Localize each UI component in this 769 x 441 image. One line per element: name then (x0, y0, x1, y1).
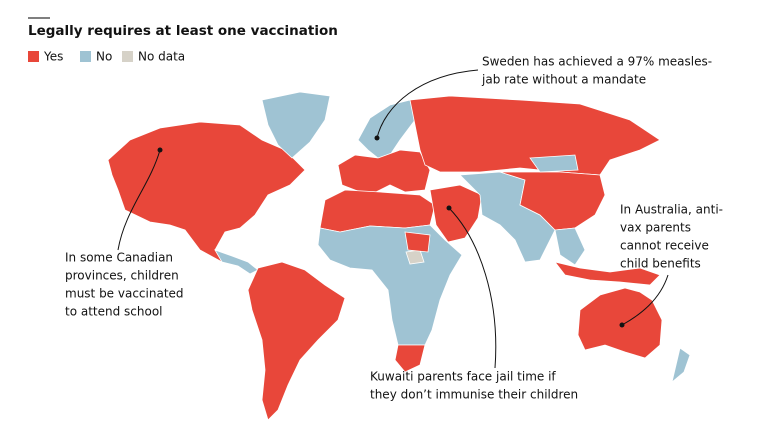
region (261, 91, 331, 159)
region (404, 231, 431, 253)
region (357, 99, 416, 159)
region (429, 184, 483, 243)
annotations: Sweden has achieved a 97% measles-jab ra… (65, 55, 723, 402)
annotation-line: cannot receive (620, 239, 709, 253)
leader-dot (374, 135, 380, 141)
region (554, 227, 586, 266)
annotation-line: In some Canadian (65, 251, 173, 265)
region (553, 261, 661, 286)
leader-dot (157, 147, 163, 153)
annotation-line: provinces, children (65, 269, 179, 283)
legend-label: Yes (43, 50, 63, 64)
legend: Yes No No data (28, 50, 185, 64)
region (529, 154, 579, 173)
leader-line (117, 149, 161, 251)
legend-label: No (96, 50, 112, 64)
annotation-line: child benefits (620, 257, 701, 271)
legend-swatch (80, 51, 91, 62)
annotation-line: must be vaccinated (65, 287, 184, 301)
region (319, 189, 436, 233)
leader-line (376, 69, 479, 139)
legend-swatch (122, 51, 133, 62)
legend-label: No data (138, 50, 185, 64)
leader-dot (619, 322, 625, 328)
annotation-line: Kuwaiti parents face jail time if (370, 370, 556, 384)
annotation-line: Sweden has achieved a 97% measles- (482, 55, 712, 69)
leader-dot (446, 205, 452, 211)
region (577, 287, 663, 359)
annotation-line: they don’t immunise their children (370, 388, 578, 402)
region (317, 224, 463, 346)
region (394, 344, 426, 373)
annotation-line: vax parents (620, 221, 691, 235)
annotation-line: In Australia, anti- (620, 203, 723, 217)
legend-swatch (28, 51, 39, 62)
world-map (107, 91, 691, 421)
leader-line (621, 274, 669, 326)
region (337, 149, 431, 196)
leader-line (448, 207, 497, 369)
annotation-line: jab rate without a mandate (481, 73, 646, 87)
annotation-line: to attend school (65, 305, 163, 319)
region (671, 347, 691, 384)
title: Legally requires at least one vaccinatio… (28, 23, 338, 39)
region (247, 261, 346, 421)
region (214, 249, 259, 275)
region (107, 121, 306, 263)
